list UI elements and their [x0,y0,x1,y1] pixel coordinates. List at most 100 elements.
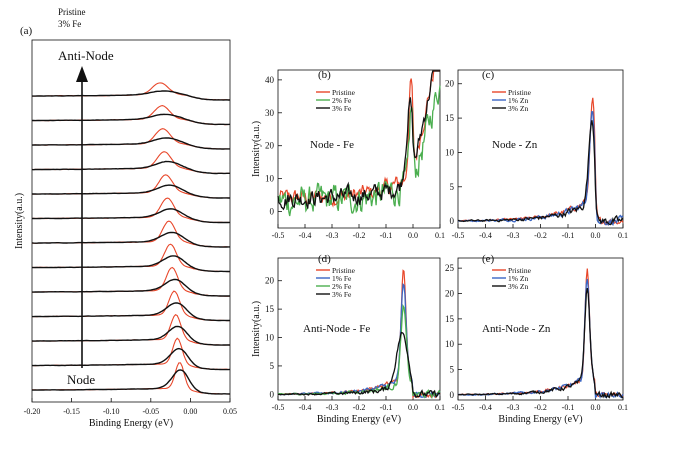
panel-b-ytick-label: 40 [265,75,275,85]
panel-b-xtick-label: -0.2 [353,231,366,240]
panel-a-edc-line [31,137,230,150]
panel-a-edc-line [31,231,230,248]
panel-a-edc-line [31,105,231,126]
panel-a-edc-line [31,255,231,273]
panel-d-xtick-label: 0.1 [435,403,445,412]
panel-e-ytick-label: 0 [450,390,455,400]
panel-a-xtick-label: -0.05 [142,407,159,416]
panel-b-xtick-label: -0.3 [326,231,339,240]
panel-a-frame [31,39,231,403]
panel-a-edc-line [31,160,230,175]
panel-a-xtick-label: 0.00 [183,407,197,416]
panel-e-legend-label: 3% Zn [508,282,528,291]
panel-d-xtick-label: -0.2 [353,403,366,412]
panel-d-legend-label: 3% Fe [332,290,352,299]
panel-b-ytick-label: 20 [265,141,275,151]
panel-b-xtick-label: -0.5 [272,231,285,240]
panel-c-series-line [457,97,624,226]
panel-d-xtick-label: 0.0 [408,403,418,412]
panel-a-xlabel: Binding Energy (eV) [89,418,173,429]
panel-d-series-line [277,304,441,400]
panel-e-xlabel: Binding Energy (eV) [498,414,582,425]
panel-b-xtick-label: 0.0 [408,231,418,240]
panel-b-legend-label: Pristine [332,88,356,97]
panel-c-xtick-label: -0.3 [507,231,520,240]
panel-e-legend-label: Pristine [508,266,532,275]
panel-b-ytick-label: 10 [265,174,275,184]
panel-d-label: (d) [318,253,331,265]
panel-d-ytick-label: 10 [265,333,275,343]
panel-a-ylabel: Intensity(a.u.) [14,193,25,249]
panel-d-ytick-label: 15 [265,304,275,314]
panel-a-xtick-label: 0.05 [223,407,237,416]
panel-b-series-line [277,70,440,211]
panel-a-xtick-label: -0.15 [63,407,80,416]
panel-d-xlabel: Binding Energy (eV) [317,414,401,425]
panel-e-ytick-label: 25 [445,263,455,273]
panel-d-ytick-label: 5 [270,361,275,371]
panel-e-xtick-label: -0.2 [534,403,547,412]
panel-b-xtick-label: -0.4 [299,231,312,240]
panel-a-legend-label: 3% Fe [58,19,81,29]
panel-e-series-line [457,278,624,399]
panel-a-label: (a) [20,25,33,37]
panel-c-legend-label: 1% Zn [508,96,528,105]
panel-c-ytick-label: 10 [445,147,455,157]
panel-e-xtick-label: -0.1 [562,403,575,412]
panel-d-legend-label: 1% Fe [332,274,352,283]
panel-c-ytick-label: 5 [450,182,455,192]
panel-e-xtick-label: -0.3 [507,403,520,412]
panel-b-ytick-label: 30 [265,108,275,118]
panel-d-ytick-label: 0 [270,389,275,399]
panel-a-edc-line [31,369,231,395]
panel-c-xtick-label: -0.1 [562,231,575,240]
panel-d-xtick-label: -0.1 [380,403,393,412]
panel-a-edc-line [32,278,230,297]
panel-e-legend-label: 1% Zn [508,274,528,283]
panel-c-ytick-label: 15 [445,113,455,123]
panel-e-title: Anti-Node - Zn [482,323,551,335]
panel-c-legend-label: Pristine [508,88,532,97]
panel-d-legend-label: Pristine [332,266,356,275]
panel-c-title: Node - Zn [492,139,538,151]
panel-c-series-line [457,110,624,227]
panel-b-legend-label: 3% Fe [332,104,352,113]
panel-c-xtick-label: 0.0 [591,231,601,240]
panel-c-xtick-label: -0.4 [479,231,492,240]
panel-c-ytick-label: 0 [450,216,455,226]
panel-e-series-line [457,287,624,399]
panel-b-ylabel: Intensity(a.u.) [251,121,262,177]
panel-a-edc-line [32,208,231,224]
panel-d-series-line [277,331,441,398]
panel-c-series-line [457,120,624,226]
panel-a-legend-label: Pristine [58,7,86,17]
panel-a-annotation-antinode: Anti-Node [58,48,114,63]
panel-a-xtick-label: -0.10 [103,407,120,416]
panel-b-label: (b) [318,69,331,81]
panel-d-legend-label: 2% Fe [332,282,352,291]
panel-c-xtick-label: 0.1 [618,231,628,240]
panel-d-series-line [277,282,441,398]
panel-c-xtick-label: -0.5 [452,231,465,240]
panel-d-xtick-label: -0.4 [299,403,312,412]
panel-a-edc-line [32,113,231,126]
panel-a-edc-line [32,302,230,322]
panel-a-edc-line [31,128,231,150]
panel-b-series-line [277,85,441,217]
panel-e-ytick-label: 10 [445,339,455,349]
panel-e-ytick-label: 5 [450,365,455,375]
panel-e-label: (e) [482,253,495,265]
panel-a-xtick-label: -0.20 [24,407,41,416]
panel-a-edc-line [31,347,231,371]
panel-e-xtick-label: 0.0 [591,403,601,412]
panel-c-xtick-label: -0.2 [534,231,547,240]
panel-a-arrow-head [76,66,88,82]
panel-a-annotation-node: Node [67,372,95,387]
panel-a-edc-line [32,90,230,101]
panel-d-xtick-label: -0.5 [272,403,285,412]
panel-c-legend-label: 3% Zn [508,104,528,113]
panel-b-ytick-label: 0 [270,207,275,217]
panel-e-xtick-label: 0.1 [618,403,628,412]
panel-a-edc-line [31,82,230,101]
